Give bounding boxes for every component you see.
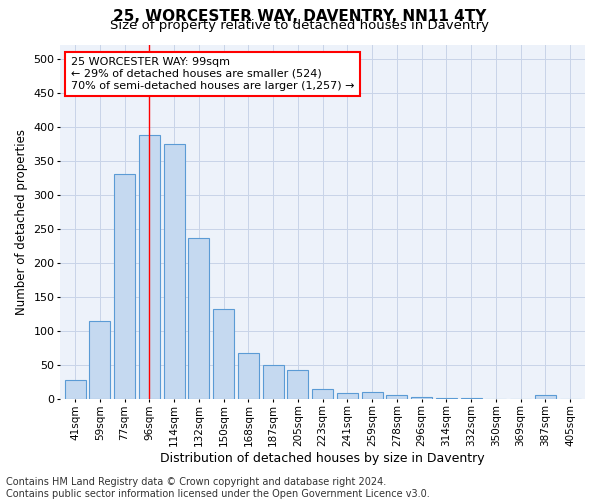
Text: 25 WORCESTER WAY: 99sqm
← 29% of detached houses are smaller (524)
70% of semi-d: 25 WORCESTER WAY: 99sqm ← 29% of detache… [71,58,354,90]
Text: Size of property relative to detached houses in Daventry: Size of property relative to detached ho… [110,19,490,32]
Bar [139,136,160,399]
X-axis label: Distribution of detached houses by size in Daventry: Distribution of detached houses by size … [160,452,485,465]
Bar [263,364,284,399]
Y-axis label: Number of detached properties: Number of detached properties [15,129,28,315]
Bar [386,396,407,399]
Bar [188,238,209,399]
Bar [312,388,333,399]
Bar [213,309,234,399]
Bar [89,320,110,399]
Bar [65,380,86,399]
Bar [337,394,358,399]
Bar [164,144,185,399]
Bar [114,174,135,399]
Bar [411,398,432,399]
Bar [287,370,308,399]
Bar [238,352,259,399]
Bar [362,392,383,399]
Bar [436,398,457,399]
Text: 25, WORCESTER WAY, DAVENTRY, NN11 4TY: 25, WORCESTER WAY, DAVENTRY, NN11 4TY [113,9,487,24]
Bar [461,398,482,399]
Text: Contains HM Land Registry data © Crown copyright and database right 2024.
Contai: Contains HM Land Registry data © Crown c… [6,478,430,499]
Bar [535,394,556,399]
